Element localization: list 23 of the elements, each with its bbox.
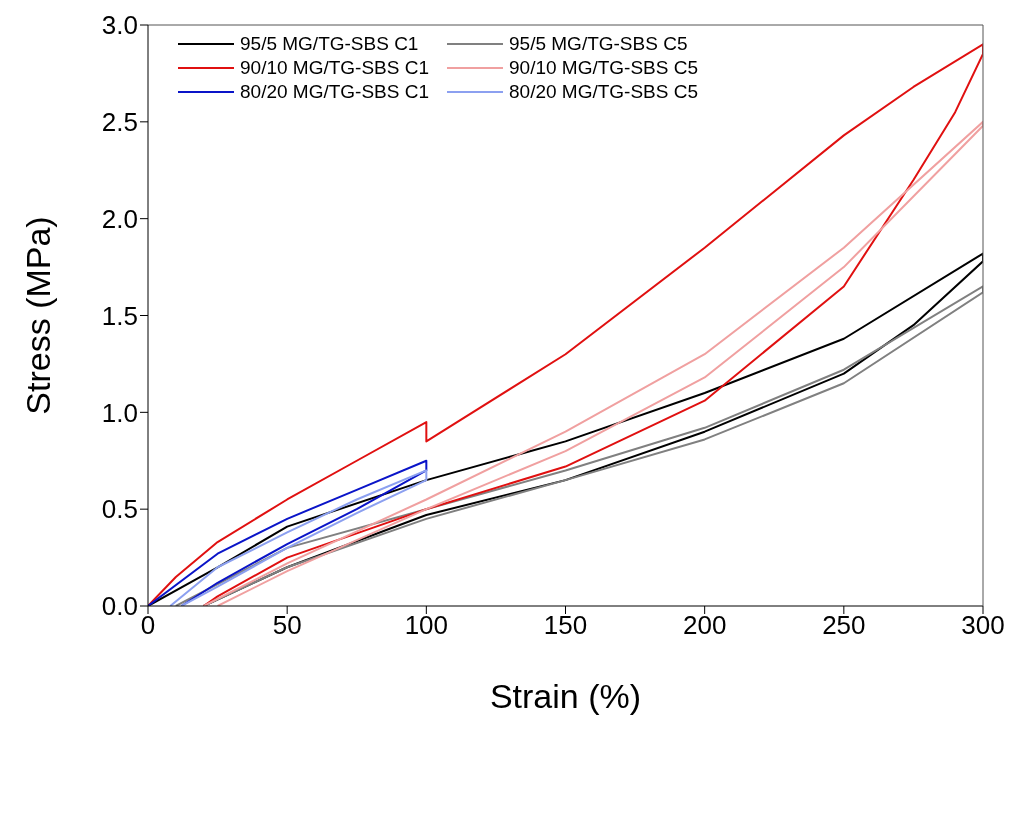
y-tick-label: 2.5 xyxy=(101,107,138,138)
legend-label: 90/10 MG/TG-SBS C1 xyxy=(240,57,430,79)
legend-label: 95/5 MG/TG-SBS C5 xyxy=(509,33,688,55)
x-tick-label: 250 xyxy=(822,610,866,641)
y-tick-label: 3.0 xyxy=(101,10,138,41)
x-tick-label: 300 xyxy=(961,610,1005,641)
legend-label: 80/20 MG/TG-SBS C1 xyxy=(240,81,430,103)
legend-label: 80/20 MG/TG-SBS C5 xyxy=(509,81,699,103)
y-tick-label: 1.0 xyxy=(101,397,138,428)
line-series xyxy=(202,120,983,606)
legend-label: 90/10 MG/TG-SBS C5 xyxy=(509,57,699,79)
x-tick-label: 0 xyxy=(140,610,156,641)
x-tick-label: 100 xyxy=(404,610,449,641)
x-tick-label: 200 xyxy=(682,610,727,641)
y-tick-label: 1.5 xyxy=(101,300,138,331)
y-tick-label: 0.5 xyxy=(101,494,138,525)
y-axis-title: Stress (MPa) xyxy=(19,216,58,415)
legend-label: 95/5 MG/TG-SBS C1 xyxy=(240,33,419,55)
x-tick-label: 50 xyxy=(272,610,302,641)
y-tick-label: 2.0 xyxy=(101,203,138,234)
x-axis-title: Strain (%) xyxy=(489,677,642,715)
y-tick-label: 0.0 xyxy=(101,591,138,622)
x-tick-label: 150 xyxy=(543,610,588,641)
